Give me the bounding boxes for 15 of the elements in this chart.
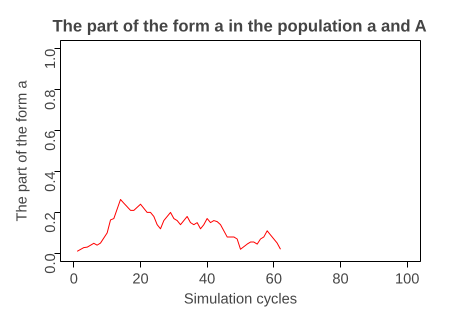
chart-title: The part of the form a in the population a and A bbox=[52, 16, 427, 36]
y-tick-label: 0.0 bbox=[43, 253, 59, 274]
x-tick-label: 100 bbox=[394, 272, 420, 288]
x-tick-label: 20 bbox=[132, 272, 149, 288]
x-tick-label: 60 bbox=[266, 272, 282, 288]
y-tick-label: 0.6 bbox=[43, 130, 59, 151]
y-tick-label: 0.2 bbox=[43, 212, 59, 233]
x-tick-label: 40 bbox=[199, 272, 216, 288]
x-tick-label: 80 bbox=[332, 272, 349, 288]
x-axis-title: Simulation cycles bbox=[184, 292, 298, 308]
y-tick-label: 1.0 bbox=[43, 48, 59, 70]
y-axis-title: The part of the form a bbox=[14, 80, 30, 222]
y-tick-label: 0.8 bbox=[43, 90, 59, 110]
x-tick-label: 0 bbox=[70, 272, 78, 288]
y-tick-label: 0.4 bbox=[43, 171, 59, 192]
